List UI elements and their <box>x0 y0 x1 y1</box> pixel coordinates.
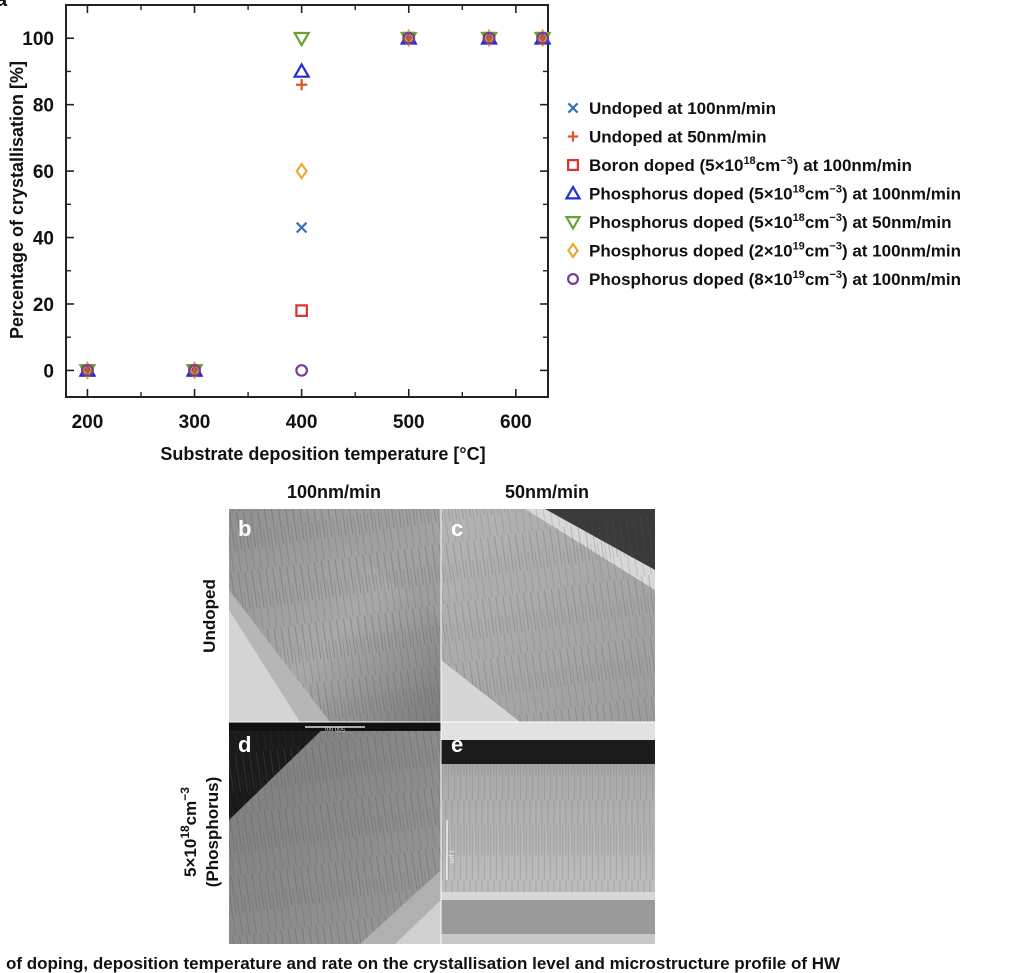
y-axis: 0 20 40 60 80 100 <box>22 29 548 382</box>
data-point <box>482 29 496 48</box>
legend-label: Boron doped (5×1018cm−3) at 100nm/min <box>589 155 912 175</box>
micrograph-b: b <box>229 509 441 722</box>
legend: Undoped at 100nm/min Undoped at 50nm/min B… <box>564 99 961 289</box>
data-point <box>81 361 94 380</box>
panel-label-a: a <box>0 0 8 11</box>
data-points <box>78 29 552 380</box>
series-2 <box>81 32 549 377</box>
data-point <box>292 62 311 78</box>
data-point <box>188 364 201 377</box>
legend-marker <box>567 242 579 259</box>
data-point <box>81 364 94 377</box>
data-point <box>292 31 311 48</box>
data-point <box>536 29 549 48</box>
row-title-phosphorus: 5×1018cm−3 (Phosphorus) <box>178 777 222 888</box>
series-7 <box>81 31 549 377</box>
plot-frame <box>65 4 549 398</box>
legend-item: Phosphorus doped (5×1018cm−3) at 100nm/m… <box>564 184 961 204</box>
data-point <box>295 221 308 234</box>
y-tick-label: 20 <box>33 295 54 316</box>
data-point <box>295 364 308 377</box>
data-point <box>295 162 308 181</box>
panel-label-c: c <box>451 516 463 541</box>
legend-label: Phosphorus doped (5×1018cm−3) at 50nm/mi… <box>589 212 952 232</box>
y-tick-label: 100 <box>22 29 54 50</box>
plot-area: 200 300 400 500 600 0 20 40 60 80 100 <box>22 4 552 433</box>
x-tick-label: 200 <box>72 412 104 433</box>
legend-label: Phosphorus doped (2×1019cm−3) at 100nm/m… <box>589 241 961 261</box>
series-3 <box>81 31 549 377</box>
legend-item: Phosphorus doped (2×1019cm−3) at 100nm/m… <box>567 241 961 261</box>
micrograph-d: 500 nm d <box>229 722 441 944</box>
y-axis-title: Percentage of crystallisation [%] <box>7 61 27 339</box>
y-tick-label: 40 <box>33 229 54 250</box>
panel-label-d: d <box>238 732 251 757</box>
legend-marker <box>564 184 582 200</box>
scale-bar-d: 500 nm <box>325 725 345 731</box>
x-tick-label: 400 <box>286 412 318 433</box>
legend-item: Phosphorus doped (8×1019cm−3) at 100nm/m… <box>567 269 961 289</box>
column-title-50nm: 50nm/min <box>505 482 589 502</box>
legend-item: Phosphorus doped (5×1018cm−3) at 50nm/mi… <box>564 212 952 232</box>
legend-marker <box>567 159 579 171</box>
series-1 <box>81 32 549 377</box>
data-point <box>296 79 308 91</box>
panel-label-b: b <box>238 516 251 541</box>
data-point <box>188 361 201 380</box>
y-tick-label: 0 <box>43 361 54 382</box>
row-title-conc: 5×10 <box>181 839 200 877</box>
x-tick-label: 500 <box>393 412 425 433</box>
legend-marker <box>567 273 579 285</box>
legend-item: Boron doped (5×1018cm−3) at 100nm/min <box>567 155 912 175</box>
column-title-100nm: 100nm/min <box>287 482 381 502</box>
row-title-dopant: (Phosphorus) <box>203 777 222 888</box>
figure-caption: of doping, deposition temperature and ra… <box>6 954 841 973</box>
series-6 <box>81 29 549 380</box>
y-tick-label: 80 <box>33 96 54 117</box>
legend-label: Phosphorus doped (8×1019cm−3) at 100nm/m… <box>589 269 961 289</box>
x-axis: 200 300 400 500 600 <box>72 5 532 433</box>
scale-bar-e: 1 μm <box>448 850 454 863</box>
row-title-exp: 18 <box>178 825 192 839</box>
x-axis-title: Substrate deposition temperature [°C] <box>160 444 485 464</box>
micrograph-c: c <box>441 509 655 722</box>
legend-label: Undoped at 50nm/min <box>589 128 767 147</box>
y-tick-label: 60 <box>33 162 54 183</box>
series-5 <box>78 31 552 380</box>
panel-label-e: e <box>451 732 463 757</box>
legend-marker <box>567 102 579 114</box>
data-point <box>536 31 549 45</box>
x-tick-label: 600 <box>500 412 532 433</box>
legend-label: Phosphorus doped (5×1018cm−3) at 100nm/m… <box>589 184 961 204</box>
row-title-unit-exp: −3 <box>178 787 192 801</box>
micrograph-e: 1 μm e <box>441 722 655 944</box>
row-title-unit: cm <box>181 801 200 826</box>
data-point <box>482 31 496 45</box>
legend-marker <box>567 131 579 142</box>
series-4 <box>78 29 552 377</box>
x-tick-label: 300 <box>179 412 211 433</box>
svg-text:5×1018cm−3: 5×1018cm−3 <box>178 787 200 877</box>
data-point <box>295 304 308 317</box>
legend-item: Undoped at 50nm/min <box>567 128 767 147</box>
data-point <box>402 31 416 45</box>
row-title-undoped: Undoped <box>200 579 219 653</box>
legend-item: Undoped at 100nm/min <box>567 99 776 118</box>
figure-canvas: a 200 300 400 500 600 0 20 40 60 80 100 Substrate… <box>0 0 961 944</box>
legend-label: Undoped at 100nm/min <box>589 99 776 118</box>
data-point <box>402 29 415 48</box>
legend-marker <box>564 216 582 231</box>
